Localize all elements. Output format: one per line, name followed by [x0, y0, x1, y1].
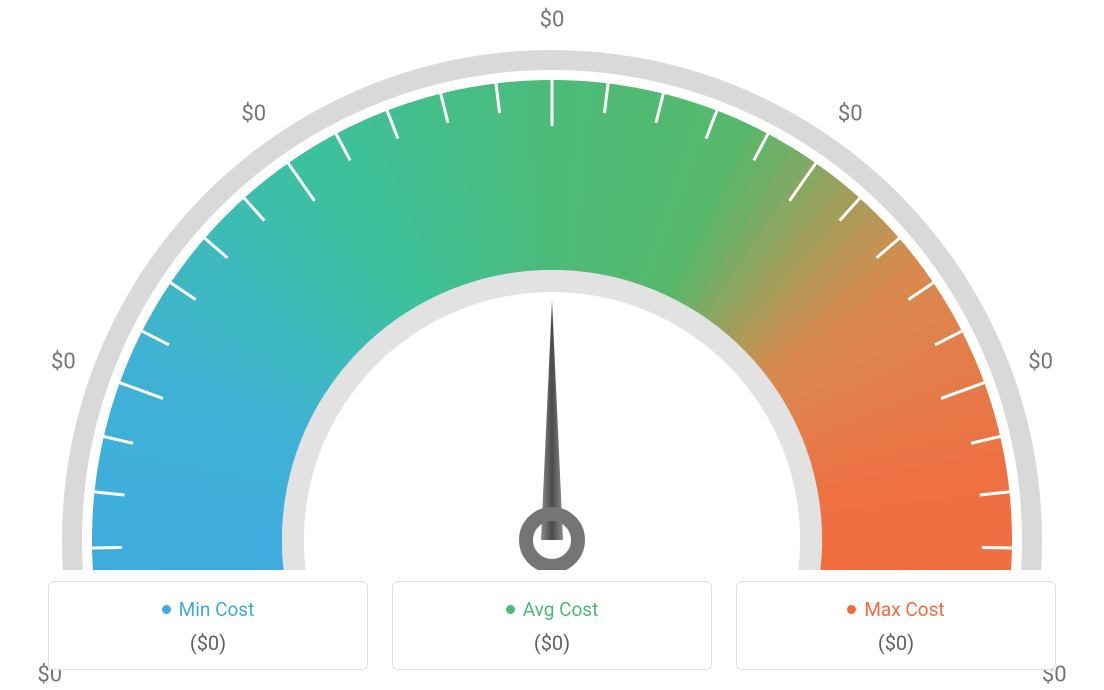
legend-label-min: Min Cost — [179, 598, 255, 621]
gauge-tick-label: $0 — [51, 350, 76, 375]
legend-title-avg: Avg Cost — [506, 598, 599, 621]
legend-card-max: Max Cost ($0) — [736, 581, 1056, 670]
legend-row: Min Cost ($0) Avg Cost ($0) Max Cost ($0… — [0, 581, 1104, 670]
gauge-tick-label: $0 — [540, 8, 565, 33]
gauge-chart: $0$0$0$0$0$0$0 — [32, 10, 1072, 570]
legend-label-max: Max Cost — [864, 598, 944, 621]
legend-dot-max — [847, 605, 856, 614]
gauge-tick-label: $0 — [241, 102, 266, 127]
legend-value-max: ($0) — [757, 631, 1035, 655]
legend-card-avg: Avg Cost ($0) — [392, 581, 712, 670]
legend-dot-min — [162, 605, 171, 614]
gauge-svg — [32, 10, 1072, 570]
legend-value-avg: ($0) — [413, 631, 691, 655]
legend-title-min: Min Cost — [162, 598, 255, 621]
legend-card-min: Min Cost ($0) — [48, 581, 368, 670]
gauge-tick-label: $0 — [838, 102, 863, 127]
legend-value-min: ($0) — [69, 631, 347, 655]
legend-title-max: Max Cost — [847, 598, 944, 621]
legend-dot-avg — [506, 605, 515, 614]
legend-label-avg: Avg Cost — [523, 598, 599, 621]
gauge-tick-label: $0 — [1028, 350, 1053, 375]
